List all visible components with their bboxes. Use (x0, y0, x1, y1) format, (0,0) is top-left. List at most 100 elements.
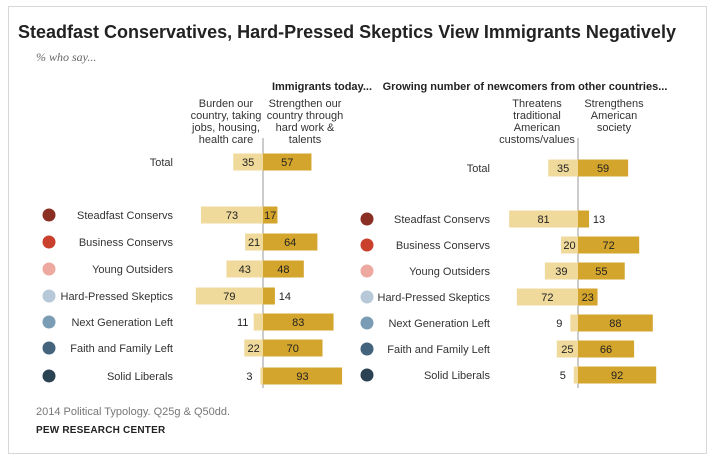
total-row-positive-value: 59 (597, 163, 609, 175)
group-row-negative-value: 11 (237, 317, 248, 329)
total-row-label: Total (467, 163, 490, 175)
group-row-negative-bar (195, 287, 263, 305)
group-row-dot (360, 264, 374, 278)
group-row-negative-value: 21 (248, 237, 260, 249)
positive-column-label: American (591, 110, 637, 122)
chart-frame (8, 6, 707, 454)
negative-column-label: traditional (513, 110, 561, 122)
group-row-positive-value: 70 (287, 343, 299, 355)
group-row-dot (360, 290, 374, 304)
positive-column-label: society (597, 122, 632, 134)
group-row-negative-bar (516, 288, 578, 306)
group-row-positive-bar (263, 367, 343, 385)
group-row-positive-value: 88 (609, 318, 621, 330)
group-row-positive-value: 48 (277, 264, 289, 276)
group-row-negative-value: 81 (537, 214, 549, 226)
group-row-negative-value: 3 (246, 371, 252, 383)
source-note: 2014 Political Typology. Q25g & Q50dd. (36, 406, 231, 418)
group-row-label: Business Conservs (79, 237, 174, 249)
total-row-negative-value: 35 (557, 163, 569, 175)
negative-column-label: country, taking (191, 110, 262, 122)
group-row-positive-bar (578, 340, 635, 358)
group-row-positive-value: 13 (593, 214, 605, 226)
group-row-label: Solid Liberals (424, 370, 491, 382)
group-row-positive-value: 14 (279, 291, 291, 303)
group-row-negative-bar (226, 260, 263, 278)
group-row-negative-bar (245, 233, 263, 251)
group-row-negative-value: 22 (248, 343, 260, 355)
group-row-label: Steadfast Conservs (77, 210, 173, 222)
group-row-dot (42, 235, 56, 249)
organization-name: PEW RESEARCH CENTER (36, 425, 166, 436)
group-row-positive-value: 55 (595, 266, 607, 278)
group-row-negative-value: 43 (239, 264, 251, 276)
group-row-positive-bar (578, 366, 657, 384)
group-row-negative-value: 72 (541, 292, 553, 304)
chart-title: Steadfast Conservatives, Hard-Pressed Sk… (18, 22, 676, 42)
group-row-positive-bar (578, 314, 653, 332)
group-row-positive-bar (578, 236, 640, 254)
group-row-positive-value: 93 (296, 371, 308, 383)
chart-subtitle: % who say... (36, 50, 97, 64)
group-row-positive-bar (263, 287, 275, 305)
total-row-negative-value: 35 (242, 157, 254, 169)
group-row-label: Young Outsiders (409, 266, 490, 278)
total-row-label: Total (150, 157, 173, 169)
positive-column-label: country through (267, 110, 343, 122)
group-row-negative-bar (509, 210, 578, 228)
group-row-negative-value: 73 (226, 210, 238, 222)
group-row-positive-bar (263, 339, 323, 357)
group-row-label: Next Generation Left (71, 317, 173, 329)
group-row-positive-value: 17 (264, 210, 276, 222)
group-row-negative-value: 39 (555, 266, 567, 278)
group-row-negative-bar (544, 262, 578, 280)
group-row-dot (42, 369, 56, 383)
group-row-negative-value: 5 (560, 370, 566, 382)
group-row-positive-value: 72 (602, 240, 614, 252)
negative-column-label: American (514, 122, 560, 134)
group-row-negative-bar (573, 366, 578, 384)
group-row-negative-bar (244, 339, 263, 357)
group-row-positive-bar (578, 288, 598, 306)
negative-column-label: Threatens (512, 98, 562, 110)
negative-column-label: jobs, housing, (191, 122, 260, 134)
group-row-dot (360, 368, 374, 382)
group-row-positive-bar (578, 262, 625, 280)
group-row-label: Hard-Pressed Skeptics (61, 291, 174, 303)
group-row-dot (42, 262, 56, 276)
total-row-positive-value: 57 (281, 157, 293, 169)
group-row-negative-bar (253, 313, 263, 331)
group-row-positive-bar (578, 210, 590, 228)
negative-column-label: Burden our (199, 98, 254, 110)
group-row-negative-bar (570, 314, 578, 332)
group-row-dot (42, 315, 56, 329)
group-row-negative-bar (260, 367, 263, 385)
total-row-positive-bar (263, 153, 312, 171)
group-row-positive-value: 92 (611, 370, 623, 382)
positive-column-label: Strengthens (584, 98, 644, 110)
total-row-negative-bar (233, 153, 263, 171)
group-row-dot (360, 342, 374, 356)
group-row-label: Young Outsiders (92, 264, 173, 276)
group-row-positive-value: 64 (284, 237, 296, 249)
group-row-label: Business Conservs (396, 240, 491, 252)
group-row-positive-bar (263, 313, 334, 331)
positive-column-label: Strengthen our (269, 98, 342, 110)
group-row-dot (42, 208, 56, 222)
negative-column-label: customs/values (499, 134, 575, 146)
group-row-positive-bar (263, 206, 278, 224)
group-row-positive-bar (263, 260, 304, 278)
group-row-negative-bar (561, 236, 578, 254)
group-row-negative-value: 9 (556, 318, 562, 330)
group-row-positive-value: 66 (600, 344, 612, 356)
group-row-negative-value: 20 (563, 240, 575, 252)
total-row-negative-bar (548, 159, 578, 177)
group-row-dot (360, 238, 374, 252)
group-row-label: Faith and Family Left (387, 344, 490, 356)
total-row-positive-bar (578, 159, 629, 177)
group-row-label: Hard-Pressed Skeptics (378, 292, 491, 304)
panel-title: Immigrants today... (272, 81, 372, 93)
group-row-dot (360, 316, 374, 330)
group-row-negative-value: 79 (223, 291, 235, 303)
